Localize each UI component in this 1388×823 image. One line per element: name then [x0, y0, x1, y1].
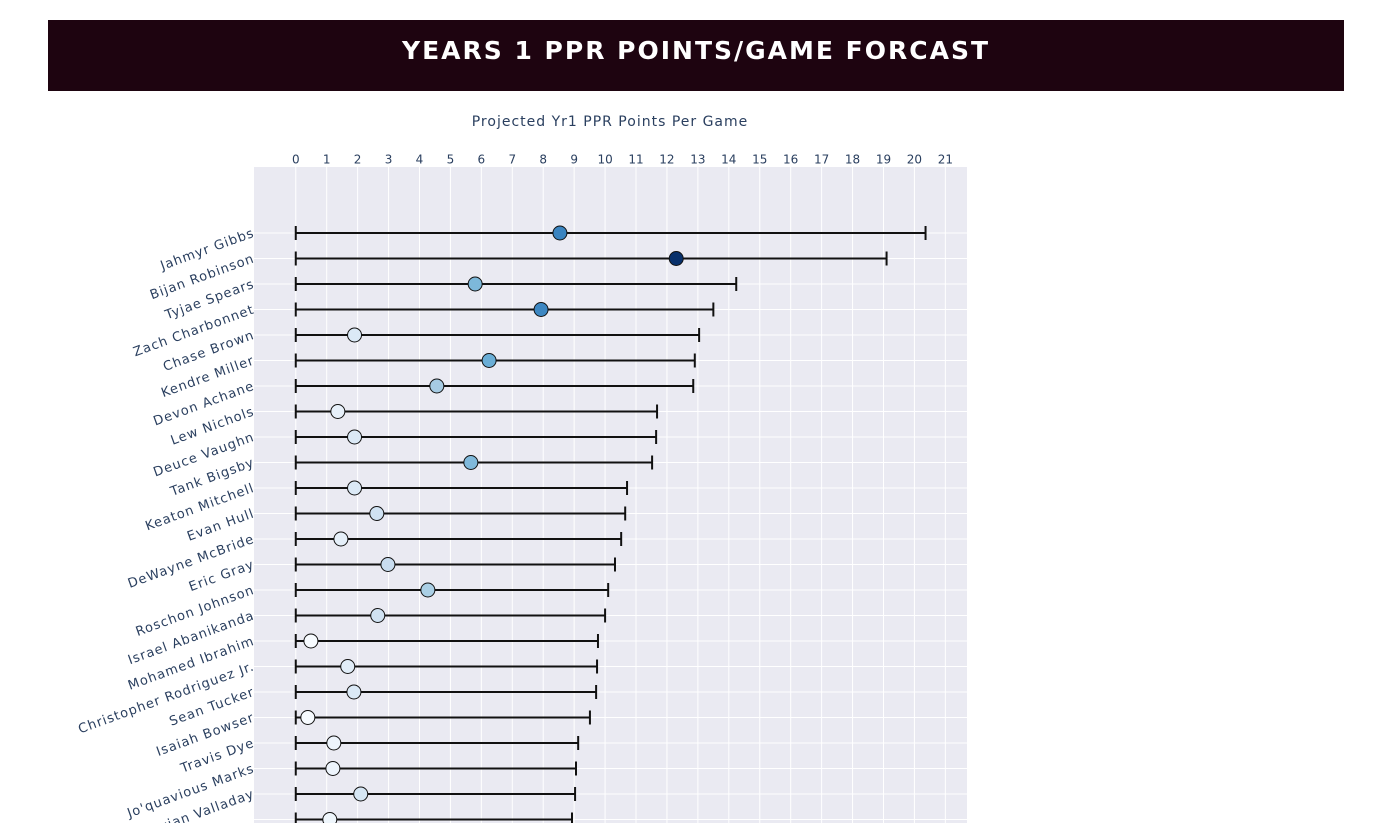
x-tick-label: 3	[385, 153, 393, 167]
point	[300, 710, 316, 725]
x-tick-label: 17	[814, 153, 829, 167]
x-tick-label: 11	[628, 153, 643, 167]
x-tick-label: 2	[354, 153, 362, 167]
point	[380, 557, 396, 572]
x-tick-label: 4	[416, 153, 424, 167]
x-tick-label: 10	[597, 153, 612, 167]
point	[325, 761, 341, 776]
point	[303, 633, 319, 649]
point	[326, 735, 342, 751]
point	[668, 251, 684, 266]
x-tick-label: 13	[690, 153, 705, 167]
x-tick-label: 18	[845, 153, 860, 167]
point	[369, 506, 385, 521]
plot-background	[254, 167, 967, 823]
x-tick-label: 8	[539, 153, 547, 167]
point	[333, 531, 349, 547]
point	[370, 608, 386, 623]
point	[347, 480, 363, 496]
x-tick-label: 0	[292, 153, 300, 167]
point	[463, 455, 479, 470]
point	[552, 225, 568, 241]
point	[330, 404, 346, 419]
x-tick-label: 19	[876, 153, 891, 167]
x-tick-label: 12	[659, 153, 674, 167]
point	[481, 353, 497, 368]
point	[420, 582, 436, 598]
point	[347, 429, 363, 445]
point	[346, 684, 362, 700]
point	[467, 276, 483, 292]
point	[347, 327, 363, 343]
x-tick-label: 21	[938, 153, 953, 167]
point	[353, 786, 369, 802]
x-tick-label: 14	[721, 153, 736, 167]
x-tick-label: 6	[478, 153, 486, 167]
point	[533, 302, 549, 317]
x-tick-label: 1	[323, 153, 331, 167]
x-tick-label: 7	[508, 153, 516, 167]
point	[340, 659, 356, 674]
point	[322, 812, 338, 823]
point	[429, 378, 445, 394]
x-axis-title: Projected Yr1 PPR Points Per Game	[472, 114, 749, 130]
header-title: YEARS 1 PPR POINTS/GAME FORCAST	[48, 20, 1344, 91]
x-tick-label: 5	[447, 153, 455, 167]
x-tick-label: 9	[570, 153, 578, 167]
x-tick-label: 16	[783, 153, 798, 167]
x-tick-label: 15	[752, 153, 767, 167]
x-tick-label: 20	[907, 153, 922, 167]
